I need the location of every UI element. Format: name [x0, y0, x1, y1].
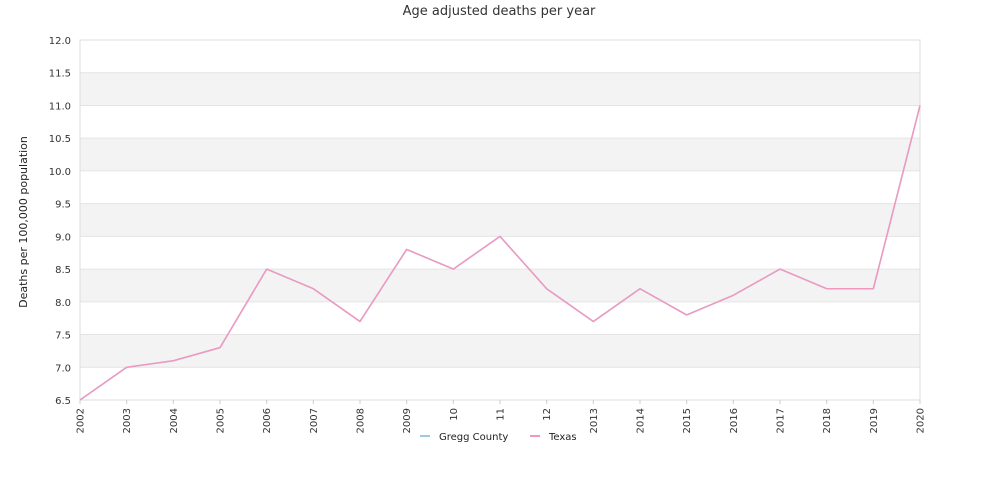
x-tick-label: 2005 — [216, 408, 227, 433]
x-tick-label: 2004 — [169, 408, 180, 433]
x-tick-label: 12 — [542, 408, 553, 421]
legend-label: Texas — [548, 432, 577, 443]
x-tick-label: 2009 — [402, 408, 413, 433]
x-tick-label: 2003 — [122, 408, 133, 433]
x-tick-label: 2020 — [916, 408, 927, 433]
y-tick-label: 10.0 — [49, 167, 71, 178]
grid-band — [80, 138, 920, 171]
grid-band — [80, 72, 920, 106]
x-tick-label: 2008 — [356, 408, 367, 433]
x-tick-label: 11 — [496, 408, 507, 421]
x-tick-label: 2019 — [869, 408, 880, 433]
x-tick-label: 2015 — [682, 408, 693, 433]
y-tick-label: 8.0 — [55, 298, 71, 309]
y-tick-label: 7.0 — [55, 363, 71, 374]
x-tick-label: 2002 — [76, 408, 87, 433]
grid-band — [80, 269, 920, 302]
y-tick-label: 11.5 — [49, 69, 71, 80]
y-tick-label: 10.5 — [49, 134, 71, 145]
y-tick-label: 9.0 — [55, 232, 71, 243]
y-tick-label: 12.0 — [49, 36, 71, 47]
y-axis-label: Deaths per 100,000 population — [17, 136, 30, 308]
x-axis-ticks: 2002 2003 2004 2005 2006 2007 2008 2009 10 11 12 20… — [76, 400, 927, 433]
y-tick-label: 11.0 — [49, 101, 71, 112]
legend-label: Gregg County — [439, 432, 508, 443]
x-tick-label: 2007 — [309, 408, 320, 433]
x-tick-label: 2018 — [822, 408, 833, 433]
x-tick-label: 2014 — [636, 408, 647, 433]
y-tick-label: 8.5 — [55, 265, 71, 276]
series-line-texas — [79, 105, 921, 401]
x-tick-label: 2017 — [776, 408, 787, 433]
x-tick-label: 2013 — [589, 408, 600, 433]
y-tick-label: 9.5 — [55, 200, 71, 211]
grid-band — [80, 334, 920, 368]
x-tick-label: 2016 — [729, 408, 740, 433]
y-tick-label: 6.5 — [55, 396, 71, 407]
grid-bands — [80, 72, 920, 368]
chart-title: Age adjusted deaths per year — [403, 4, 596, 19]
y-tick-label: 7.5 — [55, 331, 71, 342]
y-axis-ticks: 6.5 7.0 7.5 8.0 8.5 9.0 9.5 10.0 10.5 11.0 11.5 12.… — [49, 36, 71, 407]
grid-lines — [80, 39, 920, 401]
x-tick-label: 2006 — [262, 408, 273, 433]
x-tick-label: 10 — [449, 408, 460, 421]
series-lines — [79, 105, 921, 401]
legend: Gregg County Texas — [420, 432, 577, 443]
grid-band — [80, 203, 920, 237]
